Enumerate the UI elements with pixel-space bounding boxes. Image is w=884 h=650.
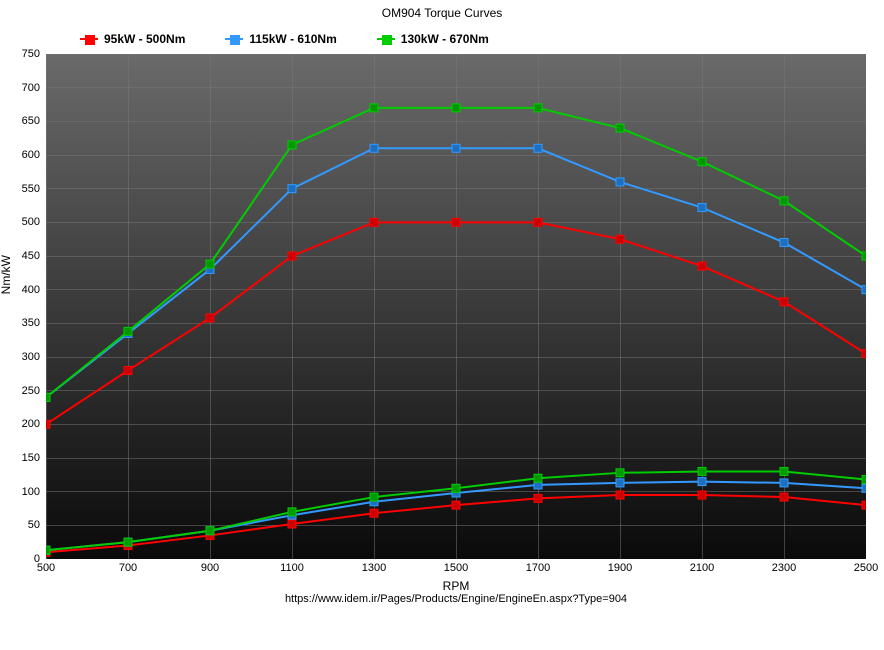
marker bbox=[288, 520, 296, 528]
marker bbox=[370, 218, 378, 226]
marker bbox=[862, 484, 866, 492]
marker bbox=[452, 484, 460, 492]
y-tick-label: 300 bbox=[22, 351, 40, 363]
legend-label: 115kW - 610Nm bbox=[249, 32, 336, 46]
y-tick-label: 550 bbox=[22, 183, 40, 195]
legend-label: 95kW - 500Nm bbox=[104, 32, 185, 46]
y-tick-label: 650 bbox=[22, 115, 40, 127]
y-tick-label: 500 bbox=[22, 216, 40, 228]
marker bbox=[124, 366, 132, 374]
marker bbox=[288, 141, 296, 149]
marker bbox=[370, 509, 378, 517]
chart-title: OM904 Torque Curves bbox=[0, 0, 884, 20]
x-tick-label: 900 bbox=[201, 562, 219, 574]
x-tick-label: 1700 bbox=[526, 562, 550, 574]
marker bbox=[698, 204, 706, 212]
y-tick-label: 50 bbox=[28, 519, 40, 531]
x-axis-title: RPM bbox=[46, 579, 866, 593]
chart-area: Nm/kW 0501001502002503003504004505005506… bbox=[46, 54, 866, 559]
marker bbox=[698, 158, 706, 166]
marker bbox=[288, 252, 296, 260]
marker bbox=[862, 286, 866, 294]
marker bbox=[862, 350, 866, 358]
marker bbox=[46, 393, 50, 401]
x-tick-label: 2500 bbox=[854, 562, 878, 574]
marker bbox=[452, 144, 460, 152]
y-tick-label: 250 bbox=[22, 385, 40, 397]
y-tick-label: 200 bbox=[22, 418, 40, 430]
marker bbox=[780, 197, 788, 205]
marker bbox=[698, 262, 706, 270]
legend-item: 130kW - 670Nm bbox=[377, 32, 489, 46]
marker bbox=[206, 260, 214, 268]
marker bbox=[616, 491, 624, 499]
marker bbox=[698, 478, 706, 486]
marker bbox=[698, 467, 706, 475]
marker bbox=[124, 538, 132, 546]
x-tick-label: 700 bbox=[119, 562, 137, 574]
marker bbox=[616, 469, 624, 477]
marker bbox=[780, 479, 788, 487]
plot-svg bbox=[46, 54, 866, 559]
marker bbox=[288, 508, 296, 516]
marker bbox=[616, 178, 624, 186]
x-tick-label: 2300 bbox=[772, 562, 796, 574]
y-tick-label: 450 bbox=[22, 250, 40, 262]
marker bbox=[780, 493, 788, 501]
legend-item: 115kW - 610Nm bbox=[225, 32, 336, 46]
marker bbox=[616, 124, 624, 132]
marker bbox=[780, 467, 788, 475]
marker bbox=[124, 327, 132, 335]
source-url: https://www.idem.ir/Pages/Products/Engin… bbox=[46, 593, 866, 605]
marker bbox=[862, 252, 866, 260]
marker bbox=[534, 474, 542, 482]
legend-item: 95kW - 500Nm bbox=[80, 32, 185, 46]
marker bbox=[452, 501, 460, 509]
legend-label: 130kW - 670Nm bbox=[401, 32, 489, 46]
y-tick-label: 600 bbox=[22, 149, 40, 161]
legend: 95kW - 500Nm 115kW - 610Nm 130kW - 670Nm bbox=[0, 20, 884, 54]
x-tick-label: 1300 bbox=[362, 562, 386, 574]
marker bbox=[534, 144, 542, 152]
marker bbox=[780, 298, 788, 306]
marker bbox=[534, 218, 542, 226]
y-tick-label: 150 bbox=[22, 452, 40, 464]
marker bbox=[288, 185, 296, 193]
x-tick-label: 500 bbox=[37, 562, 55, 574]
marker bbox=[46, 420, 50, 428]
marker bbox=[616, 479, 624, 487]
marker bbox=[370, 493, 378, 501]
marker bbox=[862, 501, 866, 509]
y-axis-title: Nm/kW bbox=[0, 255, 13, 294]
marker bbox=[862, 476, 866, 484]
marker bbox=[206, 314, 214, 322]
marker bbox=[780, 239, 788, 247]
x-tick-label: 1500 bbox=[444, 562, 468, 574]
marker bbox=[370, 104, 378, 112]
marker bbox=[534, 104, 542, 112]
marker bbox=[452, 104, 460, 112]
y-tick-label: 400 bbox=[22, 284, 40, 296]
marker bbox=[616, 235, 624, 243]
marker bbox=[452, 218, 460, 226]
x-tick-label: 1900 bbox=[608, 562, 632, 574]
marker bbox=[206, 527, 214, 535]
y-tick-label: 350 bbox=[22, 317, 40, 329]
x-tick-label: 1100 bbox=[280, 562, 304, 574]
x-tick-label: 2100 bbox=[690, 562, 714, 574]
marker bbox=[370, 144, 378, 152]
y-tick-label: 100 bbox=[22, 486, 40, 498]
marker bbox=[534, 494, 542, 502]
marker bbox=[46, 546, 50, 554]
y-tick-label: 750 bbox=[22, 48, 40, 60]
y-tick-label: 700 bbox=[22, 82, 40, 94]
marker bbox=[698, 491, 706, 499]
